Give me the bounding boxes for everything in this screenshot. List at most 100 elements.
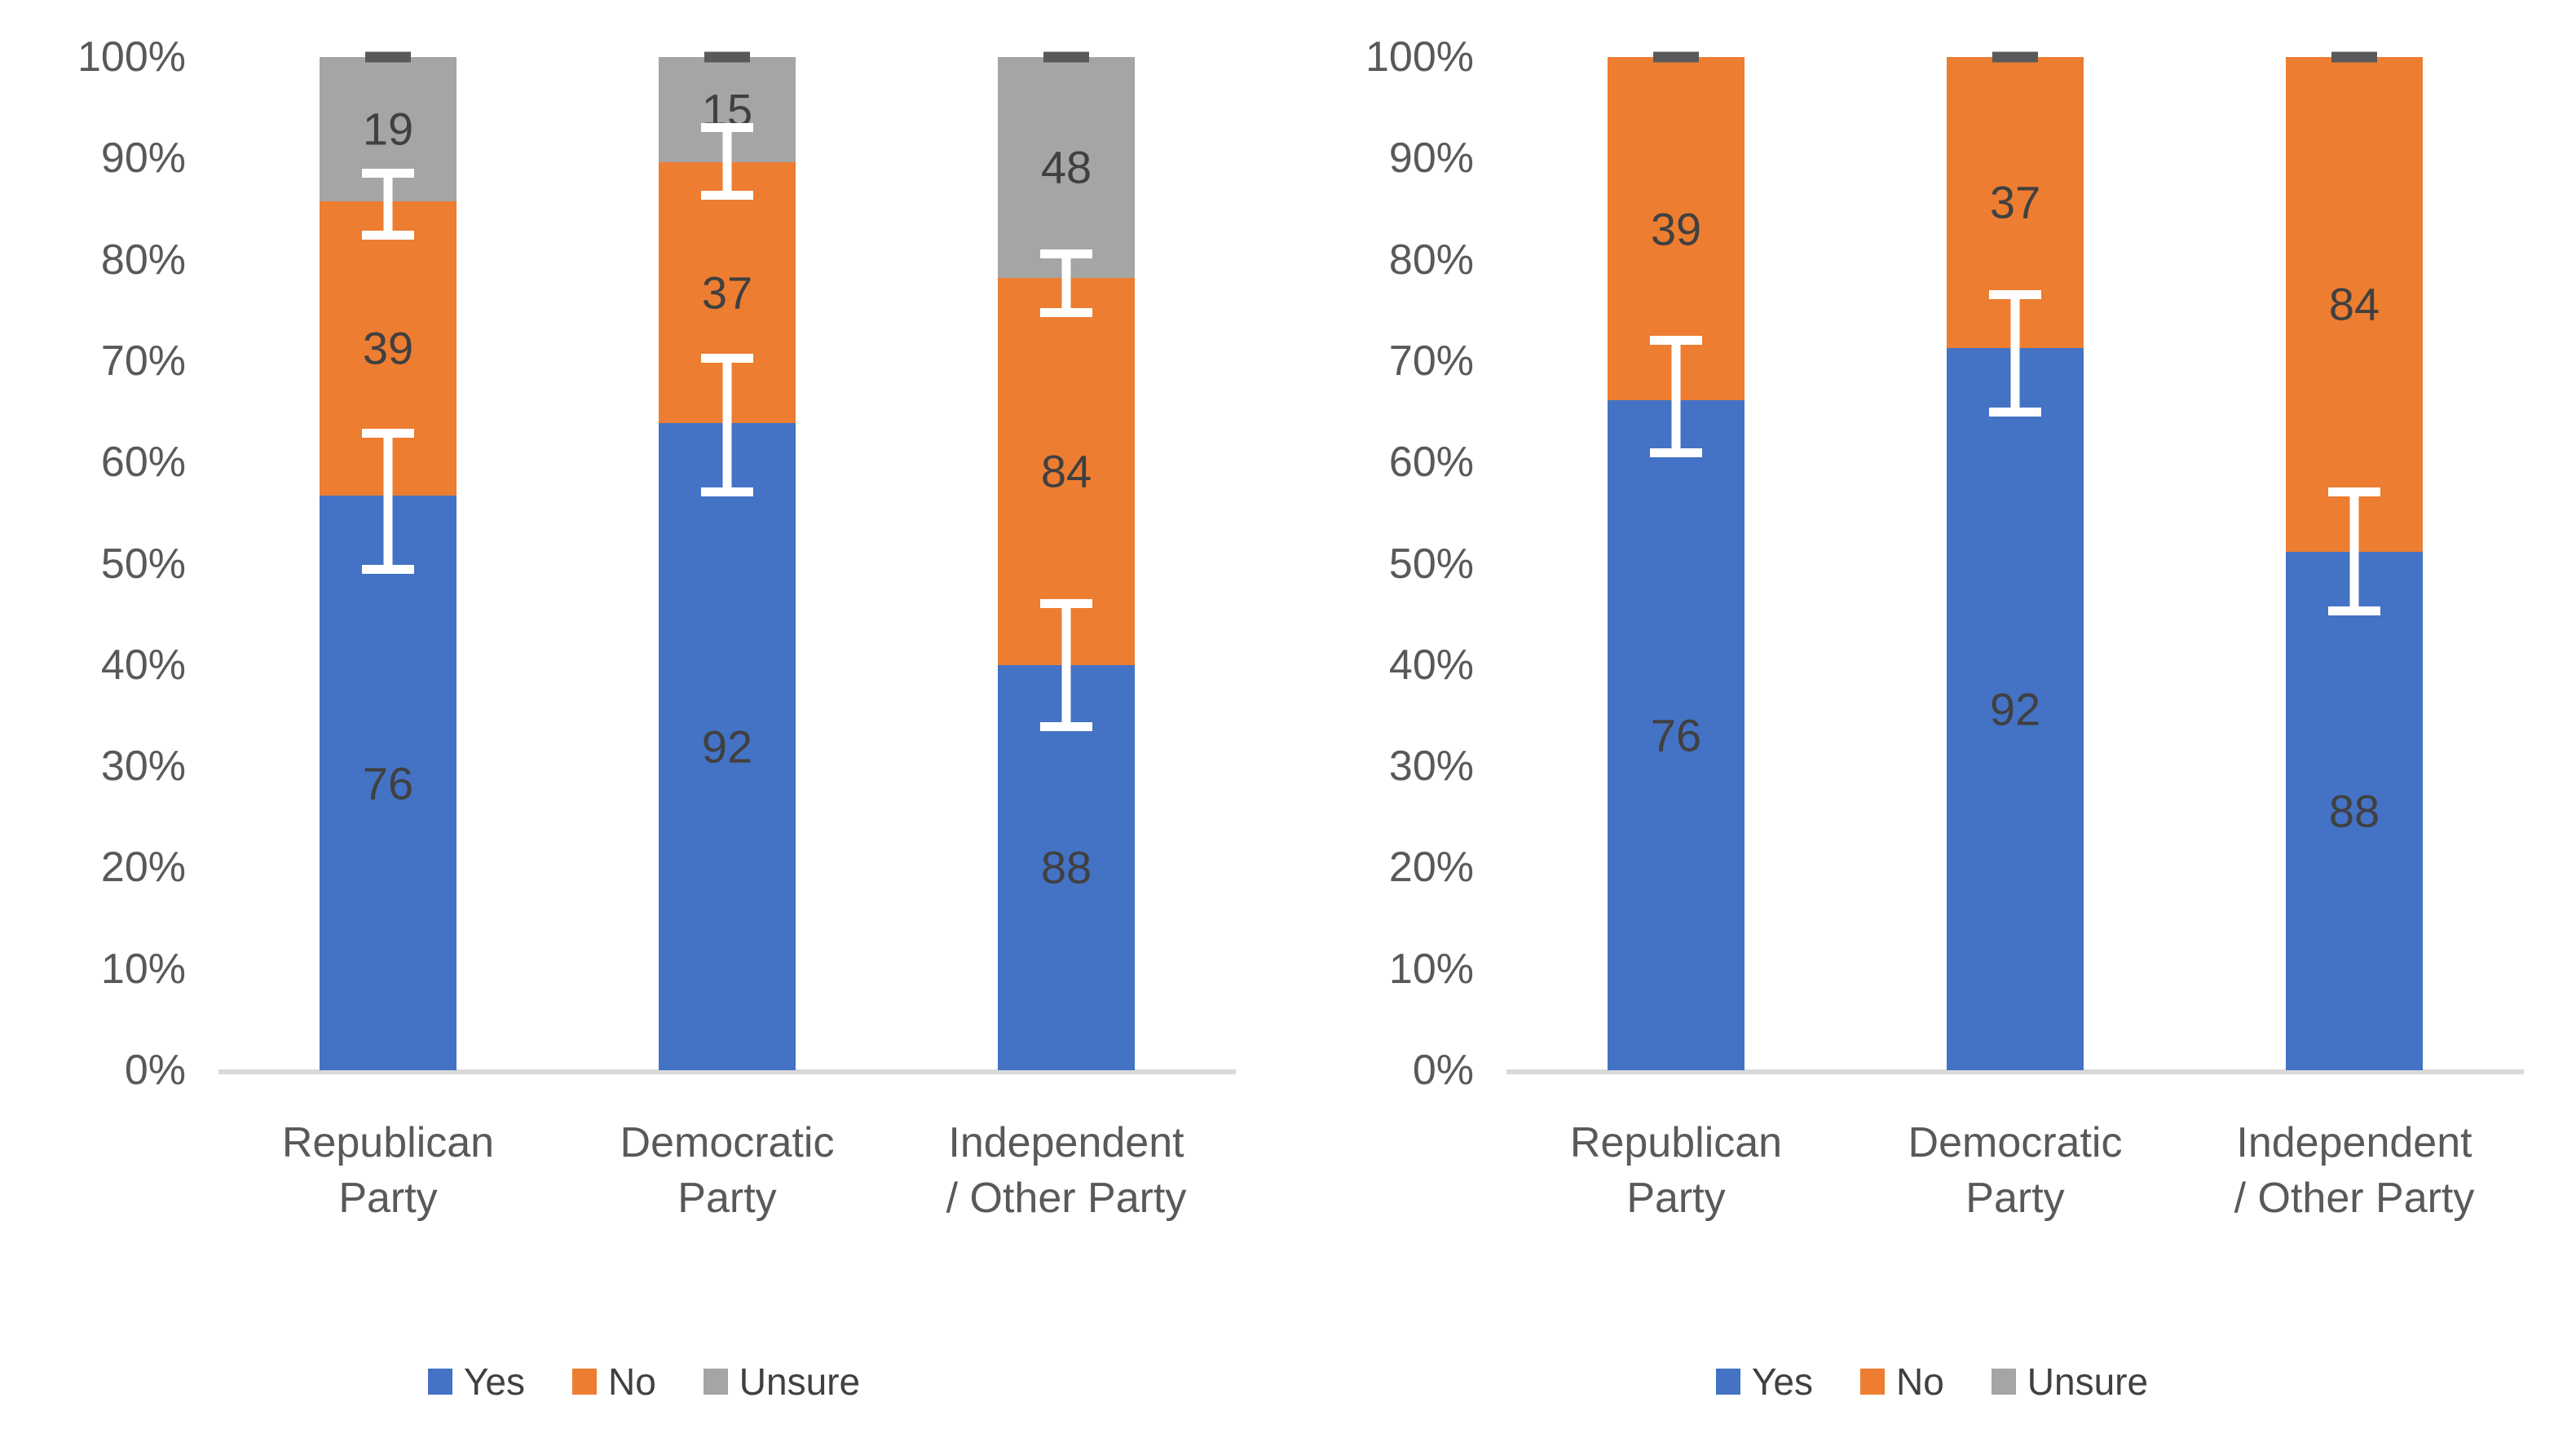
legend-label: No xyxy=(607,1360,656,1403)
y-axis-tick-label: 50% xyxy=(1388,540,1474,588)
data-label-unsure: 19 xyxy=(362,103,414,155)
data-label-no: 39 xyxy=(362,322,414,374)
legend-item-no: No xyxy=(1859,1360,1944,1404)
legend-label: Unsure xyxy=(739,1360,861,1403)
y-axis-tick-label: 80% xyxy=(1388,236,1474,284)
category-label-line: / Other Party xyxy=(2234,1175,2475,1222)
legend-swatch-no-icon xyxy=(571,1369,597,1395)
data-label-yes: 88 xyxy=(2328,785,2380,837)
data-label-yes: 92 xyxy=(701,721,753,773)
y-axis-tick-label: 60% xyxy=(1388,439,1474,487)
error-bar-line xyxy=(383,168,393,240)
x-axis-line xyxy=(218,1069,1236,1074)
data-label-no: 37 xyxy=(701,267,753,319)
error-bar-cap-bottom xyxy=(362,564,414,574)
y-axis-tick-label: 30% xyxy=(100,743,186,791)
category-label: Democratic Party xyxy=(1908,1115,2123,1226)
bar-segment-yes xyxy=(320,496,457,1070)
legend-label: Yes xyxy=(463,1360,525,1403)
bar-segment-yes xyxy=(659,422,796,1070)
bar-segment-yes xyxy=(2286,551,2423,1070)
error-bar-cap-bottom xyxy=(1040,721,1092,731)
y-axis-tick-label: 70% xyxy=(1388,337,1474,385)
bar-segment-yes xyxy=(1608,400,1745,1070)
legend-item-yes: Yes xyxy=(1715,1360,1813,1404)
data-label-yes: 76 xyxy=(1650,709,1702,761)
category-label-line: Democratic xyxy=(1908,1119,2123,1166)
category-label: Republican Party xyxy=(282,1115,494,1226)
error-bar-cap-top xyxy=(1040,599,1092,608)
error-bar-top-cap xyxy=(1653,51,1699,63)
category-label-line: Independent xyxy=(948,1119,1184,1166)
data-label-yes: 76 xyxy=(362,757,414,809)
y-axis-tick-label: 90% xyxy=(1388,134,1474,183)
data-label-no: 37 xyxy=(1989,176,2041,228)
error-bar-top-cap xyxy=(365,51,411,63)
y-axis-tick-label: 70% xyxy=(100,337,186,385)
category-label: Democratic Party xyxy=(620,1115,835,1226)
category-label-line: Republican xyxy=(1569,1119,1783,1166)
error-bar-cap-bottom xyxy=(1650,447,1702,457)
error-bar-cap-top xyxy=(1040,249,1092,259)
y-axis-tick-label: 10% xyxy=(100,945,186,993)
error-bar-cap-bottom xyxy=(701,487,753,497)
legend-swatch-no-icon xyxy=(1859,1369,1885,1395)
legend-swatch-unsure-icon xyxy=(1991,1369,2016,1395)
error-bar-cap-top xyxy=(362,168,414,178)
error-bar-cap-top xyxy=(1989,289,2041,299)
legend-swatch-yes-icon xyxy=(427,1369,452,1395)
error-bar-cap-top xyxy=(701,354,753,364)
error-bar-line xyxy=(383,429,393,574)
category-label-line: Republican xyxy=(281,1119,495,1166)
data-label-no: 84 xyxy=(1040,445,1092,497)
y-axis-tick-label: 10% xyxy=(1388,945,1474,993)
legend: Yes No Unsure xyxy=(0,1360,1288,1404)
bar-segment-yes xyxy=(998,664,1135,1070)
data-label-unsure: 48 xyxy=(1040,141,1092,193)
category-label-line: Independent xyxy=(2236,1119,2472,1166)
category-label-line: Party xyxy=(1626,1175,1726,1222)
x-axis-line xyxy=(1506,1069,2524,1074)
category-label-line: Party xyxy=(1965,1175,2065,1222)
error-bar-cap-top xyxy=(2328,487,2380,497)
legend-label: Yes xyxy=(1751,1360,1813,1403)
legend: Yes No Unsure xyxy=(1288,1360,2576,1404)
legend-item-yes: Yes xyxy=(427,1360,525,1404)
error-bar-cap-top xyxy=(362,429,414,439)
legend-item-no: No xyxy=(571,1360,656,1404)
category-label-line: / Other Party xyxy=(946,1175,1187,1222)
y-axis-tick-label: 50% xyxy=(100,540,186,588)
bar-segment-yes xyxy=(1947,347,2084,1070)
error-bar-line xyxy=(1061,599,1071,731)
category-label-line: Democratic xyxy=(620,1119,835,1166)
category-label: Independent / Other Party xyxy=(946,1115,1187,1226)
error-bar-cap-bottom xyxy=(362,230,414,240)
data-label-yes: 88 xyxy=(1040,841,1092,893)
legend-label: No xyxy=(1895,1360,1944,1403)
legend-swatch-unsure-icon xyxy=(703,1369,728,1395)
y-axis-tick-label: 90% xyxy=(100,134,186,183)
legend-label: Unsure xyxy=(2027,1360,2149,1403)
y-axis-tick-label: 0% xyxy=(124,1047,186,1094)
y-axis-tick-label: 30% xyxy=(1388,743,1474,791)
error-bar-cap-bottom xyxy=(701,191,753,201)
error-bar-top-cap xyxy=(2331,51,2377,63)
y-axis-tick-label: 40% xyxy=(1388,641,1474,689)
data-label-no: 84 xyxy=(2328,278,2380,330)
legend-item-unsure: Unsure xyxy=(1991,1360,2149,1404)
stacked-bar-chart-left: 0% 10% 20% 30% 40% 50% 60% 70% 80% 90% 100% 76 39 19 R… xyxy=(0,33,1288,1404)
error-bar-line xyxy=(2349,487,2359,615)
error-bar-top-cap xyxy=(1043,51,1089,63)
category-label-line: Party xyxy=(677,1175,777,1222)
error-bar-line xyxy=(1061,249,1071,318)
bar-segment-unsure xyxy=(998,57,1135,278)
error-bar-cap-top xyxy=(701,122,753,132)
stacked-bar-chart-right: 0% 10% 20% 30% 40% 50% 60% 70% 80% 90% 100% 76 39 Rep… xyxy=(1288,0,2576,1446)
category-label: Republican Party xyxy=(1570,1115,1782,1226)
error-bar-line xyxy=(722,354,732,497)
legend-swatch-yes-icon xyxy=(1715,1369,1740,1395)
y-axis-tick-label: 80% xyxy=(100,236,186,284)
error-bar-cap-top xyxy=(1650,335,1702,345)
legend-item-unsure: Unsure xyxy=(703,1360,861,1404)
